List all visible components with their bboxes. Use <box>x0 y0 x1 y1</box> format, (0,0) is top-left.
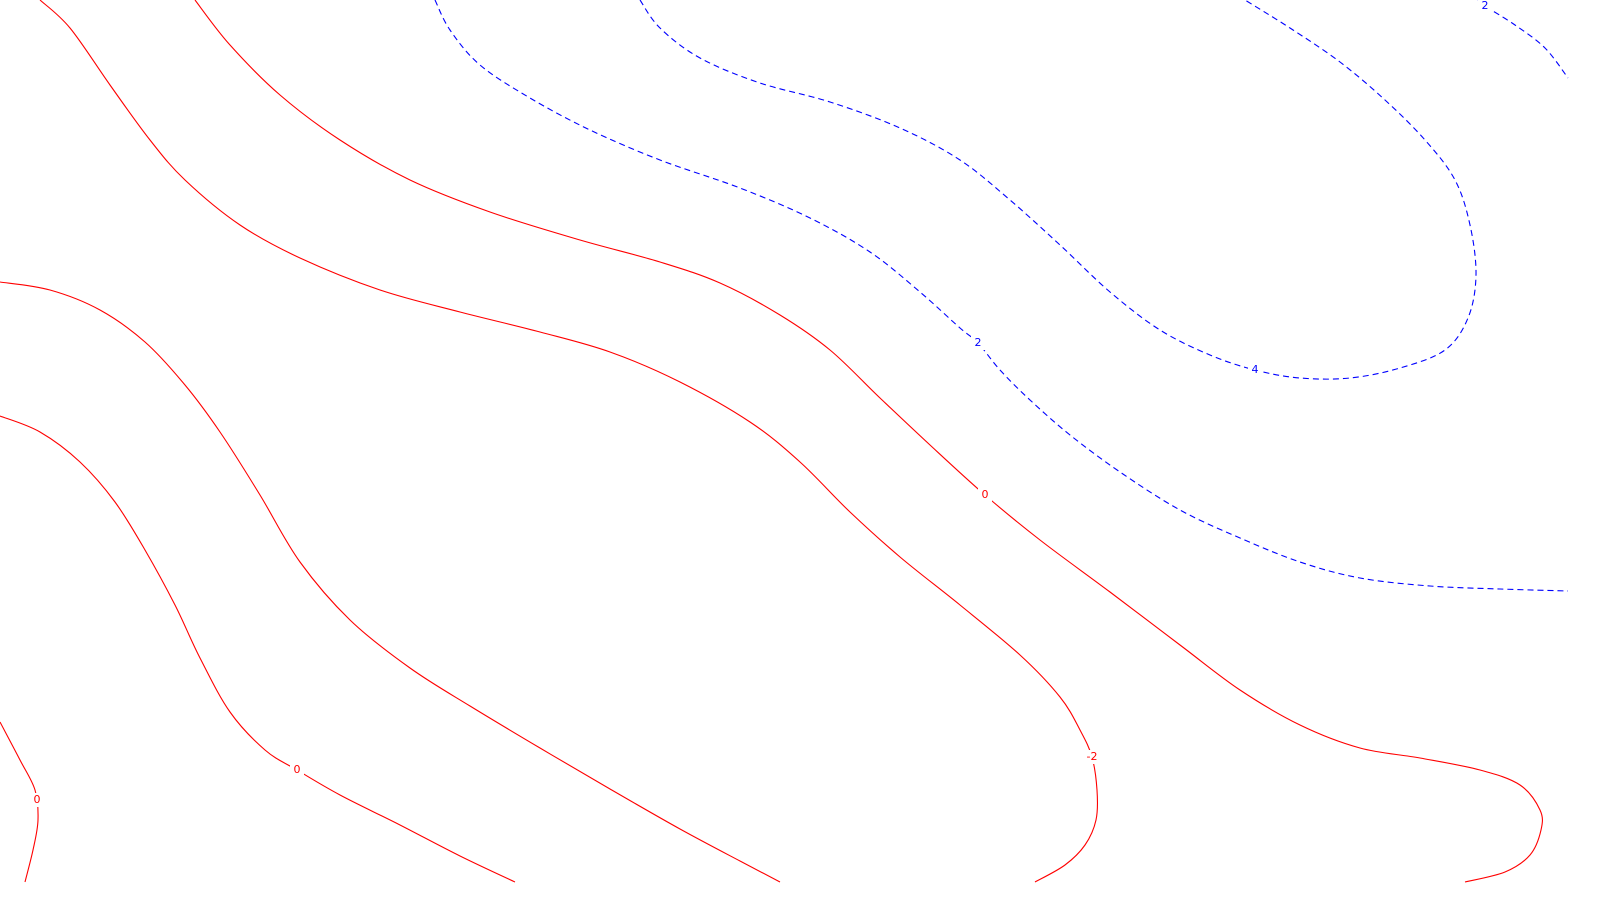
contour-label-bg-c-red-a <box>1082 750 1102 764</box>
contour-label-c-blue-c: 2 <box>1482 0 1489 12</box>
contour-label-c-red-d: 0 <box>294 763 301 776</box>
contour-label-bg-c-red-b <box>978 488 992 502</box>
contour-label-bg-c-red-d <box>290 763 304 777</box>
contour-label-bg-c-blue-a <box>971 336 985 350</box>
contour-labels: -2 0 0 0 2 4 2 <box>30 0 1492 807</box>
contour-line-c-red-b <box>194 0 1543 883</box>
contour-line-c-red-a <box>39 0 1099 883</box>
contour-label-bg-c-blue-b <box>1248 363 1262 377</box>
contour-label-c-red-e: 0 <box>34 793 41 806</box>
contour-label-bg-c-red-e <box>30 793 44 807</box>
contour-line-c-red-d <box>0 415 516 883</box>
contour-label-c-blue-a: 2 <box>975 336 982 349</box>
contour-line-c-red-c <box>0 281 781 883</box>
contour-label-bg-c-blue-c <box>1478 0 1492 13</box>
contour-label-c-red-b: 0 <box>982 488 989 501</box>
contour-label-c-red-a: -2 <box>1087 750 1098 763</box>
contour-label-c-blue-b: 4 <box>1252 363 1259 376</box>
